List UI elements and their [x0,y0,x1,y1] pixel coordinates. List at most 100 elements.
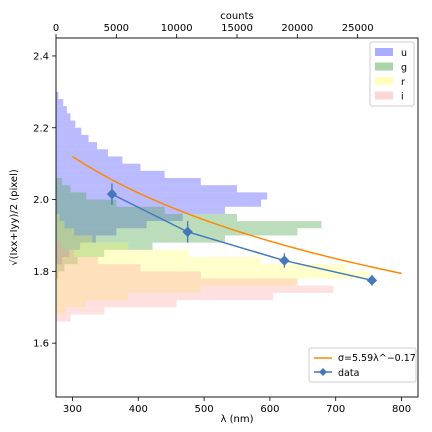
line-legend-box [308,347,417,383]
x-tick-label: 800 [392,404,411,415]
histogram-u-bin [56,192,268,200]
histogram-u-bin [56,134,89,143]
x-tick-label: 500 [195,404,214,415]
histogram-i-bin [56,314,71,322]
histogram-g-bin [56,192,87,200]
x-tick-label: 700 [326,404,345,415]
axes-layer: 300 400 500 600 700 800 0 5000 10000 15000 20000 25… [9,11,419,425]
histogram-g-bin [56,199,117,207]
histogram-i-bin [56,278,298,286]
histogram-legend-swatch [375,48,393,56]
histogram-u-bin [56,163,141,171]
x-axis-label: λ (nm) [221,414,254,425]
histogram-r-bin [56,300,87,308]
data-point [366,275,378,286]
x2-tick-label: 20000 [281,23,313,34]
histogram-u-bin [56,221,147,229]
histogram-g-bin [56,206,165,214]
histogram-r-bin [56,256,262,265]
histogram-u-bin [56,228,117,236]
histogram-legend-swatch [375,62,393,71]
fit-line [72,155,402,275]
histogram-u-bin [56,249,70,257]
histogram-u-bin [56,235,96,243]
histogram-u-bin [56,120,76,128]
histogram-g-bin [56,249,105,257]
x2-tick-label: 5000 [104,23,129,34]
histogram-i-bin [56,300,177,308]
histogram-u-bin [56,127,82,135]
histogram-g [56,178,322,279]
histogram-r-bin [56,228,75,236]
histogram-r-bin [56,271,370,279]
histogram-i-bin [56,307,105,315]
histogram-g-bin [56,264,65,272]
histogram-legend-label: i [401,92,404,103]
histogram-i-bin [56,256,99,265]
histogram-r-bin [56,264,346,272]
histogram-r-bin [56,213,60,222]
histogram-legend-swatch [375,91,393,100]
histogram-r-bin [56,242,129,250]
x2-axis-label: counts [220,11,253,22]
histogram-r [56,213,370,315]
histogram-r-bin [56,307,66,315]
histogram-i-bin [56,285,334,293]
histogram-g-bin [56,213,237,222]
histogram-r-bin [56,292,129,301]
histogram-g-bin [56,235,225,243]
x2-tick-label: 15000 [221,23,253,34]
histogram-u-bin [56,199,262,207]
histogram-u-bin [56,113,71,121]
histogram-u-bin [56,185,237,193]
histogram-r-bin [56,285,201,293]
histogram-u-bin [56,91,59,100]
histogram-g-bin [56,178,63,186]
x-tick-label: 400 [129,404,148,415]
histogram-g-bin [56,228,298,236]
histogram-u-bin [56,213,183,222]
histogram-u [56,91,268,265]
y-tick-label: 2.2 [33,123,49,134]
y-axis-label: √(Ixx+Iyy)/2 (pixel) [9,169,20,266]
data-series-layer [106,183,378,286]
histogram-u-bin [56,242,81,250]
histogram-u-bin [56,156,123,164]
x2-tick-label: 25000 [342,23,374,34]
data-legend-label: data [338,368,359,379]
x-tick-label: 600 [260,404,279,415]
histogram-u-bin [56,149,108,157]
histogram-i [56,242,334,322]
histogram-g-bin [56,256,78,265]
y-tick-label: 2.4 [33,51,49,62]
histogram-legend-box [369,41,415,107]
fit-line-layer [72,155,402,275]
histogram-i-bin [56,271,201,279]
histogram-legend-label: u [401,48,407,59]
data-line [111,193,373,282]
histogram-i-bin [56,242,63,250]
histogram-u-bin [56,142,98,150]
data-legend-marker [319,368,327,376]
histogram-u-bin [56,99,64,107]
x2-tick-label: 10000 [161,23,193,34]
histogram-i-bin [56,249,75,257]
histogram-legend-label: r [401,77,405,88]
histogram-g-bin [56,185,71,193]
histogram-u-bin [56,206,225,214]
histogram-r-bin [56,249,189,257]
histogram-g-bin [56,221,322,229]
x-tick-label: 300 [63,404,82,415]
histogram-r-bin [56,278,298,286]
histogram-legend-swatch [375,77,393,85]
histogram-u-bin [56,170,165,179]
data-point [279,255,290,266]
histogram-u-bin [56,178,201,186]
histogram-g-bin [56,242,153,250]
fit-legend-label: σ=5.59λ^−0.17 [338,353,416,364]
y-tick-label: 1.8 [33,267,49,278]
line-legend: σ=5.59λ^−0.17 data [308,347,417,383]
